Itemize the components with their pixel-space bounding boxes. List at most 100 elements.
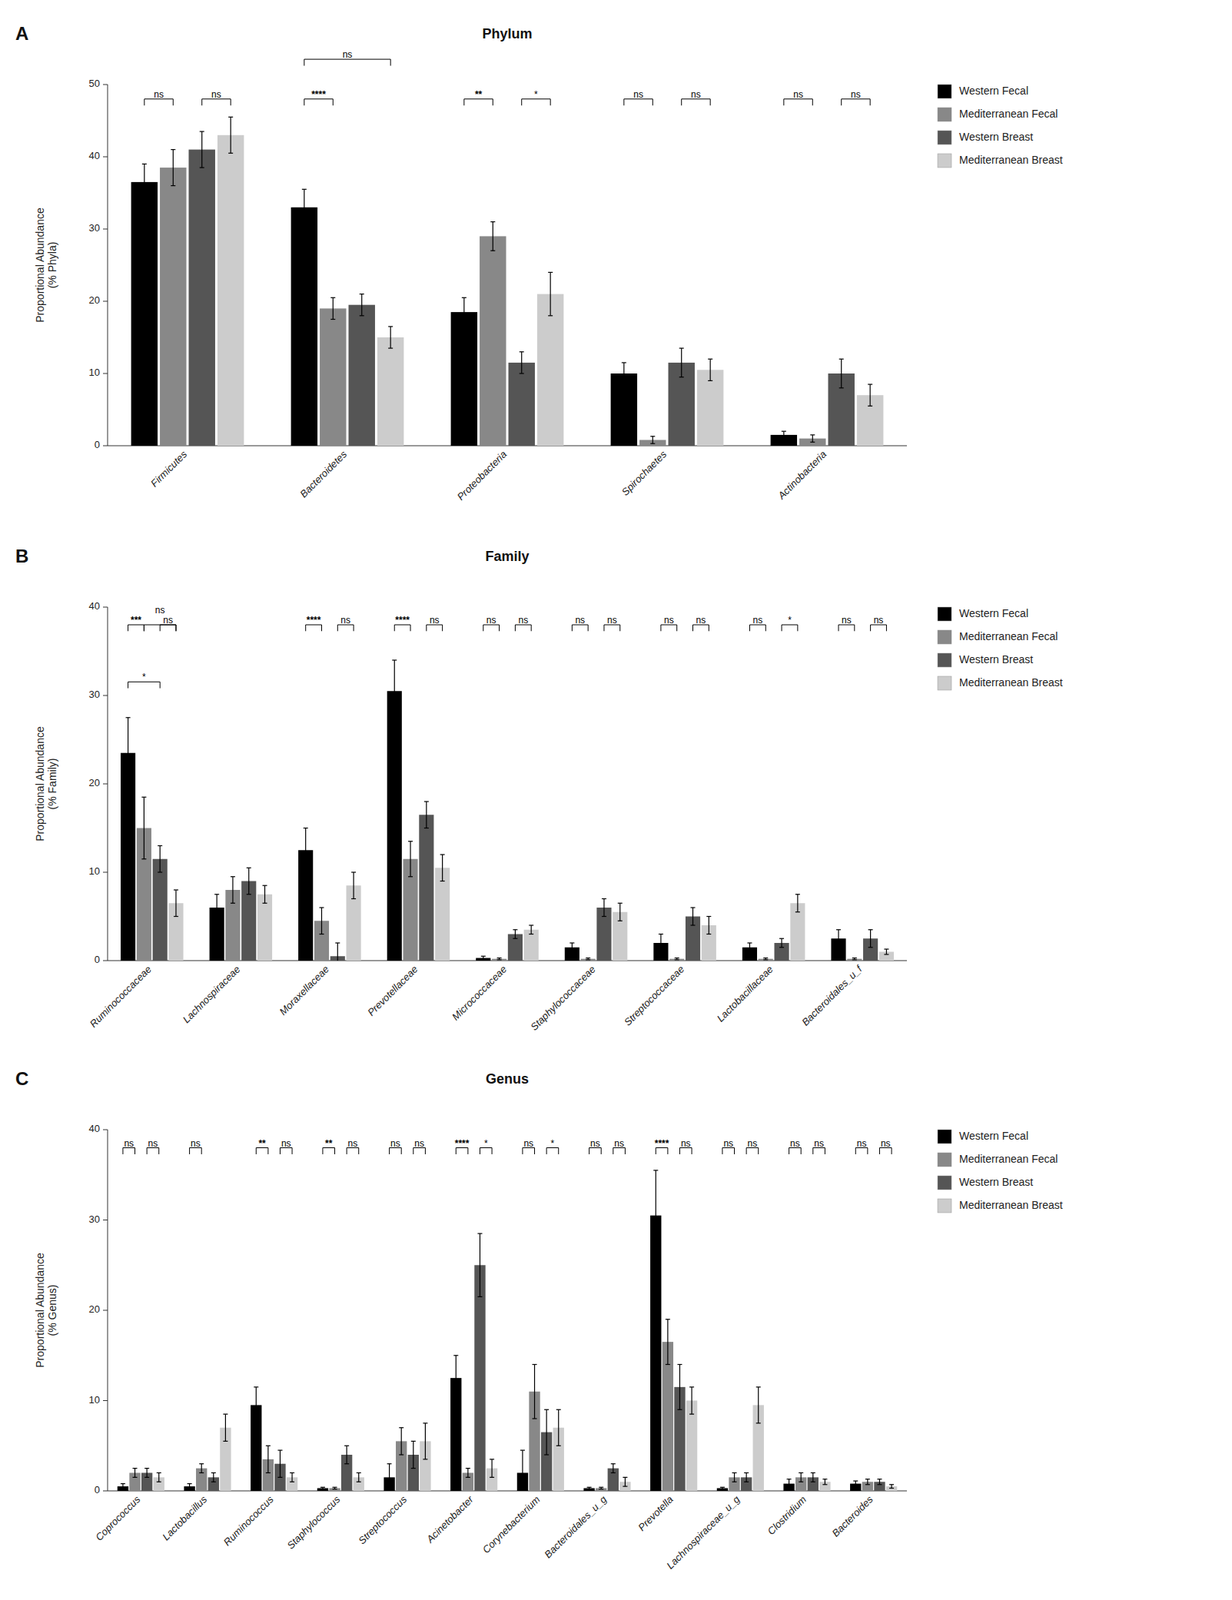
error-cap — [262, 903, 268, 904]
error-cap — [658, 933, 664, 935]
error-bar — [544, 1409, 549, 1455]
error-cap — [707, 358, 713, 360]
bracket — [546, 1148, 559, 1155]
y-tick — [102, 229, 108, 230]
error-stem — [837, 929, 839, 948]
error-cap — [810, 1481, 816, 1483]
error-cap — [303, 827, 309, 829]
error-stem — [352, 872, 354, 900]
error-cap — [359, 315, 365, 316]
error-bar — [332, 1487, 338, 1489]
y-tick-label: 30 — [89, 688, 100, 701]
error-cap — [743, 1472, 749, 1474]
error-cap — [265, 1472, 271, 1474]
bracket — [681, 99, 711, 106]
bracket-label: * — [142, 671, 147, 683]
error-cap — [465, 1467, 471, 1469]
error-stem — [812, 435, 814, 442]
bar — [479, 235, 506, 446]
legend-label: Mediterranean Fecal — [959, 1152, 1058, 1166]
bracket — [749, 624, 766, 631]
legend-label: Western Fecal — [959, 607, 1029, 620]
bracket — [655, 1148, 668, 1155]
error-stem — [201, 131, 203, 168]
error-stem — [337, 943, 339, 961]
error-stem — [358, 1473, 359, 1483]
y-tick — [102, 1310, 108, 1312]
error-stem — [796, 894, 798, 913]
legend-swatch — [937, 107, 952, 122]
error-cap — [230, 903, 236, 904]
title: Phylum — [481, 26, 532, 42]
error-stem — [409, 841, 411, 877]
error-stem — [733, 1473, 735, 1483]
y-tick — [102, 872, 108, 874]
error-bar — [453, 1355, 459, 1402]
y-tick-label: 10 — [89, 865, 100, 877]
error-stem — [394, 660, 396, 723]
bracket-label: ns — [790, 1138, 801, 1149]
error-cap — [689, 1386, 695, 1388]
error-stem — [230, 116, 232, 153]
error-cap — [706, 916, 711, 917]
bracket-label: ns — [148, 1138, 159, 1149]
error-cap — [173, 889, 179, 890]
error-stem — [279, 1450, 281, 1478]
error-bar — [756, 1387, 761, 1424]
legend-label: Western Breast — [959, 130, 1033, 143]
error-cap — [622, 1477, 628, 1478]
error-cap — [477, 1233, 482, 1235]
bar — [188, 149, 215, 446]
error-bar — [795, 894, 801, 913]
error-bar — [391, 660, 397, 723]
error-cap — [461, 297, 467, 299]
y-tick-label: 20 — [89, 777, 100, 789]
error-cap — [867, 405, 873, 407]
error-cap — [330, 297, 336, 299]
panel: 01020304050FirmicutesBacteroidetesProteo… — [15, 23, 1063, 503]
x-tick-label: Prevotellaceae — [365, 963, 420, 1019]
panel-label: C — [15, 1068, 29, 1090]
error-cap — [876, 1484, 882, 1485]
error-cap — [876, 1478, 882, 1480]
y-axis-label-line: (% Genus) — [46, 1285, 59, 1337]
error-bar — [779, 938, 784, 948]
bracket-label: ns — [664, 614, 675, 626]
error-bar — [465, 1468, 471, 1478]
error-stem — [303, 189, 305, 226]
error-stem — [361, 294, 362, 316]
error-cap — [585, 957, 591, 959]
error-cap — [732, 1472, 738, 1474]
error-cap — [621, 361, 627, 363]
bars — [117, 1170, 897, 1492]
error-cap — [787, 1478, 792, 1480]
error-cap — [199, 1463, 204, 1465]
bracket-label: ns — [518, 614, 528, 626]
error-bar — [528, 925, 534, 935]
bar — [524, 929, 539, 961]
error-stem — [667, 1319, 668, 1365]
error-cap — [868, 929, 874, 930]
error-bar — [359, 294, 365, 316]
error-bar — [787, 1479, 792, 1489]
bracket-label: ns — [747, 1138, 758, 1149]
error-bar — [868, 929, 874, 948]
panel-label: B — [15, 545, 29, 567]
bracket — [189, 1148, 203, 1155]
error-bar — [461, 297, 467, 327]
y-tick-label: 30 — [89, 222, 100, 234]
error-bar — [126, 717, 131, 789]
error-bar — [883, 949, 889, 955]
bracket-label: * — [484, 1138, 489, 1149]
legend-swatch — [937, 676, 952, 691]
legend-label: Western Fecal — [959, 1129, 1029, 1143]
error-stem — [521, 352, 522, 374]
error-stem — [201, 1464, 203, 1474]
error-cap — [810, 434, 815, 436]
error-cap — [707, 380, 713, 382]
bar — [217, 135, 244, 446]
bar — [697, 369, 724, 446]
error-cap — [388, 348, 393, 349]
error-cap — [810, 441, 815, 443]
error-cap — [262, 885, 268, 887]
